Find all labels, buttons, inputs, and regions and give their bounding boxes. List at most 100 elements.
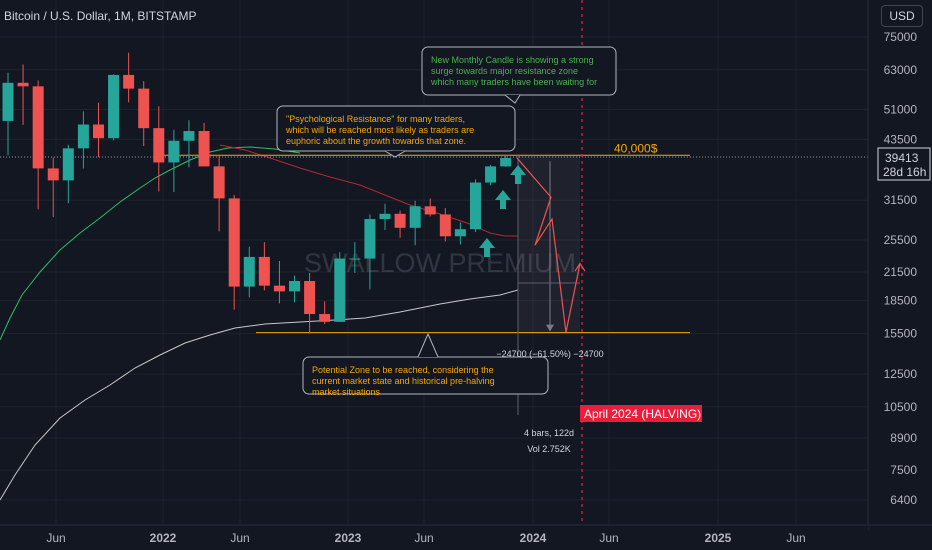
price-tick-label: 6400 bbox=[890, 493, 917, 507]
candle-body bbox=[289, 281, 301, 292]
candle-body bbox=[304, 281, 316, 315]
candle-body bbox=[108, 74, 120, 139]
price-tick-label: 63000 bbox=[884, 63, 918, 77]
candle-body bbox=[409, 206, 421, 228]
price-tick-label: 75000 bbox=[884, 30, 918, 44]
candle-body bbox=[168, 140, 180, 163]
callout-zone-line: current market state and historical pre-… bbox=[312, 376, 495, 386]
measure-label: −24700 (−61.50%) −24700 bbox=[496, 349, 603, 359]
measure-box bbox=[518, 155, 580, 334]
candle-body bbox=[469, 182, 481, 230]
time-tick-label: Jun bbox=[46, 531, 65, 545]
price-tick-label: 21500 bbox=[884, 265, 918, 279]
current-price-tag bbox=[877, 147, 931, 181]
halving-label-bg bbox=[580, 405, 702, 422]
candle-body bbox=[243, 256, 255, 287]
time-tick-label: 2024 bbox=[520, 531, 547, 545]
callout-candle-line: which many traders have been waiting for bbox=[430, 77, 597, 87]
candle-body bbox=[62, 148, 74, 181]
projection-path bbox=[516, 157, 586, 333]
countdown-label: 28d 16h bbox=[883, 165, 926, 179]
candle-body bbox=[500, 158, 512, 167]
candle-body bbox=[273, 285, 285, 292]
price-tick-label: 43500 bbox=[884, 132, 918, 146]
candle-body bbox=[123, 74, 135, 89]
vol-label: Vol 2.752K bbox=[527, 444, 571, 454]
candle-body bbox=[439, 214, 451, 237]
price-tick-label: 18500 bbox=[884, 293, 918, 307]
projection-line bbox=[516, 157, 581, 333]
candle-body bbox=[198, 131, 210, 167]
currency-button[interactable]: USD bbox=[881, 5, 923, 27]
chart-overlays bbox=[0, 0, 868, 525]
projection-arrow bbox=[574, 262, 586, 272]
bars-label: 4 bars, 122d bbox=[524, 428, 574, 438]
candle-body bbox=[319, 314, 331, 322]
price-tick-label: 12500 bbox=[884, 367, 918, 381]
annotations: 40,000$ New Monthly Candle is showing a s… bbox=[276, 46, 702, 454]
level-label: 40,000$ bbox=[614, 141, 658, 155]
price-tick-label: 8900 bbox=[890, 431, 917, 445]
ma-green-line bbox=[0, 146, 301, 341]
price-tick-label: 51000 bbox=[884, 103, 918, 117]
price-tick-label: 15500 bbox=[884, 327, 918, 341]
ma-white-line bbox=[0, 289, 519, 501]
chart-grid bbox=[0, 0, 868, 525]
candle-body bbox=[153, 128, 165, 163]
time-tick-label: 2025 bbox=[705, 531, 732, 545]
callout-resistance-line: euphoric about the growth towards that z… bbox=[286, 136, 466, 146]
candle-body bbox=[213, 166, 225, 199]
time-axis: Jun 2022 Jun 2023 Jun 2024 Jun 2025 Jun bbox=[0, 524, 932, 550]
time-tick-label: Jun bbox=[414, 531, 433, 545]
candle-body bbox=[454, 229, 466, 237]
candle-body bbox=[2, 82, 14, 121]
callout-zone-tail bbox=[417, 332, 439, 358]
candle-body bbox=[258, 256, 270, 286]
candle-body bbox=[92, 124, 104, 139]
callout-zone-line: market situations bbox=[312, 387, 381, 397]
callout-candle-tail bbox=[504, 94, 521, 104]
candle-body bbox=[183, 131, 195, 141]
price-tick-label: 31500 bbox=[884, 193, 918, 207]
candle-body bbox=[364, 219, 376, 259]
time-tick-label: Jun bbox=[599, 531, 618, 545]
callout-candle-line: New Monthly Candle is showing a strong bbox=[431, 55, 594, 65]
callout-resistance-tail bbox=[384, 150, 406, 158]
price-tick-label: 25500 bbox=[884, 233, 918, 247]
price-tick-label: 7500 bbox=[890, 463, 917, 477]
candle-body bbox=[424, 206, 436, 215]
callout-candle-line: surge towards major resistance zone bbox=[431, 66, 578, 76]
candle-body bbox=[379, 213, 391, 220]
measure-arrow-head bbox=[546, 324, 554, 332]
candle-body bbox=[17, 82, 29, 87]
candle-body bbox=[485, 166, 497, 183]
watermark: SWALLOW PREMIUM bbox=[304, 248, 576, 278]
candle-body bbox=[394, 213, 406, 228]
time-tick-label: 2022 bbox=[150, 531, 177, 545]
current-price-label: 39413 bbox=[885, 151, 919, 165]
candle-body bbox=[32, 86, 44, 169]
candle-body bbox=[138, 88, 150, 129]
symbol-title: Bitcoin / U.S. Dollar, 1M, BITSTAMP bbox=[4, 9, 197, 23]
price-tick-label: 10500 bbox=[884, 400, 918, 414]
up-arrow-icon bbox=[510, 165, 526, 184]
candle-body bbox=[228, 198, 240, 287]
callout-resistance-line: which will be reached most likely as tra… bbox=[285, 125, 474, 135]
candle-body bbox=[349, 258, 361, 260]
time-axis-bg bbox=[0, 525, 868, 550]
candles bbox=[2, 52, 512, 334]
candle-body bbox=[334, 258, 346, 322]
ma-red-line bbox=[219, 144, 518, 237]
up-arrow-icon bbox=[495, 190, 511, 209]
callout-zone-line: Potential Zone to be reached, considerin… bbox=[312, 365, 494, 375]
moving-averages bbox=[0, 144, 519, 501]
time-tick-label: 2023 bbox=[335, 531, 362, 545]
candle-body bbox=[47, 168, 59, 181]
price-axis: 75000 63000 51000 43500 31500 25500 21500 18500… bbox=[867, 0, 932, 530]
time-tick-label: Jun bbox=[786, 531, 805, 545]
callout-resistance-line: "Psychological Resistance" for many trad… bbox=[286, 114, 465, 124]
up-arrow-icon bbox=[479, 238, 495, 257]
time-tick-label: Jun bbox=[230, 531, 249, 545]
halving-label: April 2024 (HALVING) bbox=[584, 407, 701, 421]
